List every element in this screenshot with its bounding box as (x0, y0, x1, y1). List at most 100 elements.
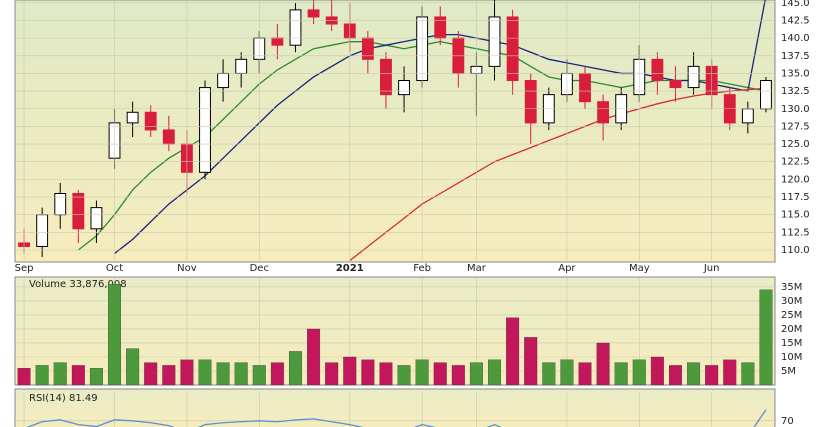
candle-body (651, 58, 664, 82)
candle-body (217, 72, 230, 89)
rsi-line (26, 409, 767, 427)
volume-bar (506, 317, 520, 386)
volume-bar (433, 362, 447, 386)
volume-bar (89, 368, 103, 386)
y-tick-label: 145.0 (781, 0, 810, 9)
candle-body (398, 80, 410, 96)
x-tick-label: Nov (177, 263, 197, 274)
volume-bar (53, 362, 67, 386)
rsi-panel (14, 388, 776, 427)
y-tick-label: 35M (781, 282, 802, 293)
volume-bar (162, 365, 176, 386)
candle-body (162, 129, 175, 145)
volume-bar (343, 356, 357, 386)
candle-body (741, 108, 754, 124)
volume-bar (17, 368, 31, 386)
price-panel (14, 0, 776, 263)
volume-bar (668, 365, 682, 386)
candle-body (687, 65, 700, 89)
volume-bar (35, 365, 49, 386)
candle-body (307, 9, 320, 18)
x-tick-label: Apr (558, 263, 576, 274)
x-tick-label: Mar (467, 263, 487, 274)
y-tick-label: 20M (781, 324, 802, 335)
volume-bar (144, 362, 158, 386)
candle-body (144, 111, 157, 131)
volume-bar (108, 284, 122, 386)
y-tick-label: 70 (781, 416, 794, 427)
candle-body (760, 80, 772, 110)
y-tick-label: 25M (781, 310, 802, 321)
y-tick-label: 110.0 (781, 245, 810, 256)
x-tick-label: Oct (106, 263, 123, 274)
volume-bar (415, 359, 429, 386)
y-tick-label: 125.0 (781, 139, 810, 150)
y-tick-label: 130.0 (781, 104, 810, 115)
volume-bar (379, 362, 393, 386)
volume-bar (650, 356, 664, 386)
candle-body (506, 16, 519, 82)
candle-body (126, 111, 139, 124)
candle-body (524, 80, 537, 124)
volume-bar (469, 362, 483, 386)
x-tick-label: Dec (250, 263, 269, 274)
volume-bar (288, 351, 302, 386)
volume-bar (361, 359, 375, 386)
candle-body (488, 16, 501, 67)
x-tick-label: Sep (15, 263, 34, 274)
candle-body (271, 37, 284, 46)
volume-bar (614, 362, 628, 386)
volume-bar (524, 337, 538, 386)
volume-bar (180, 359, 194, 386)
volume-bar (216, 362, 230, 386)
y-tick-label: 135.0 (781, 68, 810, 79)
moving-average (349, 87, 767, 262)
candle-body (36, 214, 49, 247)
candle-body (54, 192, 67, 216)
candle-body (235, 58, 248, 74)
panel-label: RSI(14) 81.49 (29, 393, 98, 404)
candle-body (669, 80, 682, 89)
volume-bar (126, 348, 140, 386)
y-tick-label: 132.5 (781, 86, 810, 97)
candle-body (72, 192, 85, 230)
volume-bar (578, 362, 592, 386)
volume-bar (325, 362, 339, 386)
volume-bar (307, 328, 321, 386)
y-tick-label: 115.0 (781, 210, 810, 221)
x-tick-label: May (629, 263, 650, 274)
volume-bar (560, 359, 574, 386)
volume-bar (488, 359, 502, 386)
candle-body (361, 37, 374, 60)
y-tick-label: 112.5 (781, 227, 810, 238)
candle-body (434, 16, 447, 39)
y-tick-label: 122.5 (781, 157, 810, 168)
panel-label: Volume 33,876,008 (29, 279, 127, 290)
y-tick-label: 142.5 (781, 15, 810, 26)
y-tick-label: 117.5 (781, 192, 810, 203)
candle-body (289, 9, 302, 46)
candle-body (380, 58, 392, 96)
volume-bar (705, 365, 719, 386)
volume-bar (397, 365, 411, 386)
y-tick-label: 120.0 (781, 174, 810, 185)
volume-bar (632, 359, 646, 386)
volume-bar (759, 289, 773, 386)
y-tick-label: 5M (781, 366, 796, 377)
x-tick-label: Jun (703, 263, 720, 274)
y-tick-label: 10M (781, 352, 802, 363)
volume-bar (198, 359, 212, 386)
volume-bar (542, 362, 556, 386)
candle-body (597, 101, 610, 124)
volume-bar (451, 365, 465, 386)
volume-panel (14, 276, 776, 386)
y-tick-label: 140.0 (781, 33, 810, 44)
volume-bar (741, 362, 755, 386)
y-tick-label: 137.5 (781, 51, 810, 62)
candle-body (90, 207, 103, 230)
y-tick-label: 127.5 (781, 121, 810, 132)
volume-bar (234, 362, 248, 386)
volume-bar (723, 359, 737, 386)
x-tick-label: Feb (413, 263, 431, 274)
